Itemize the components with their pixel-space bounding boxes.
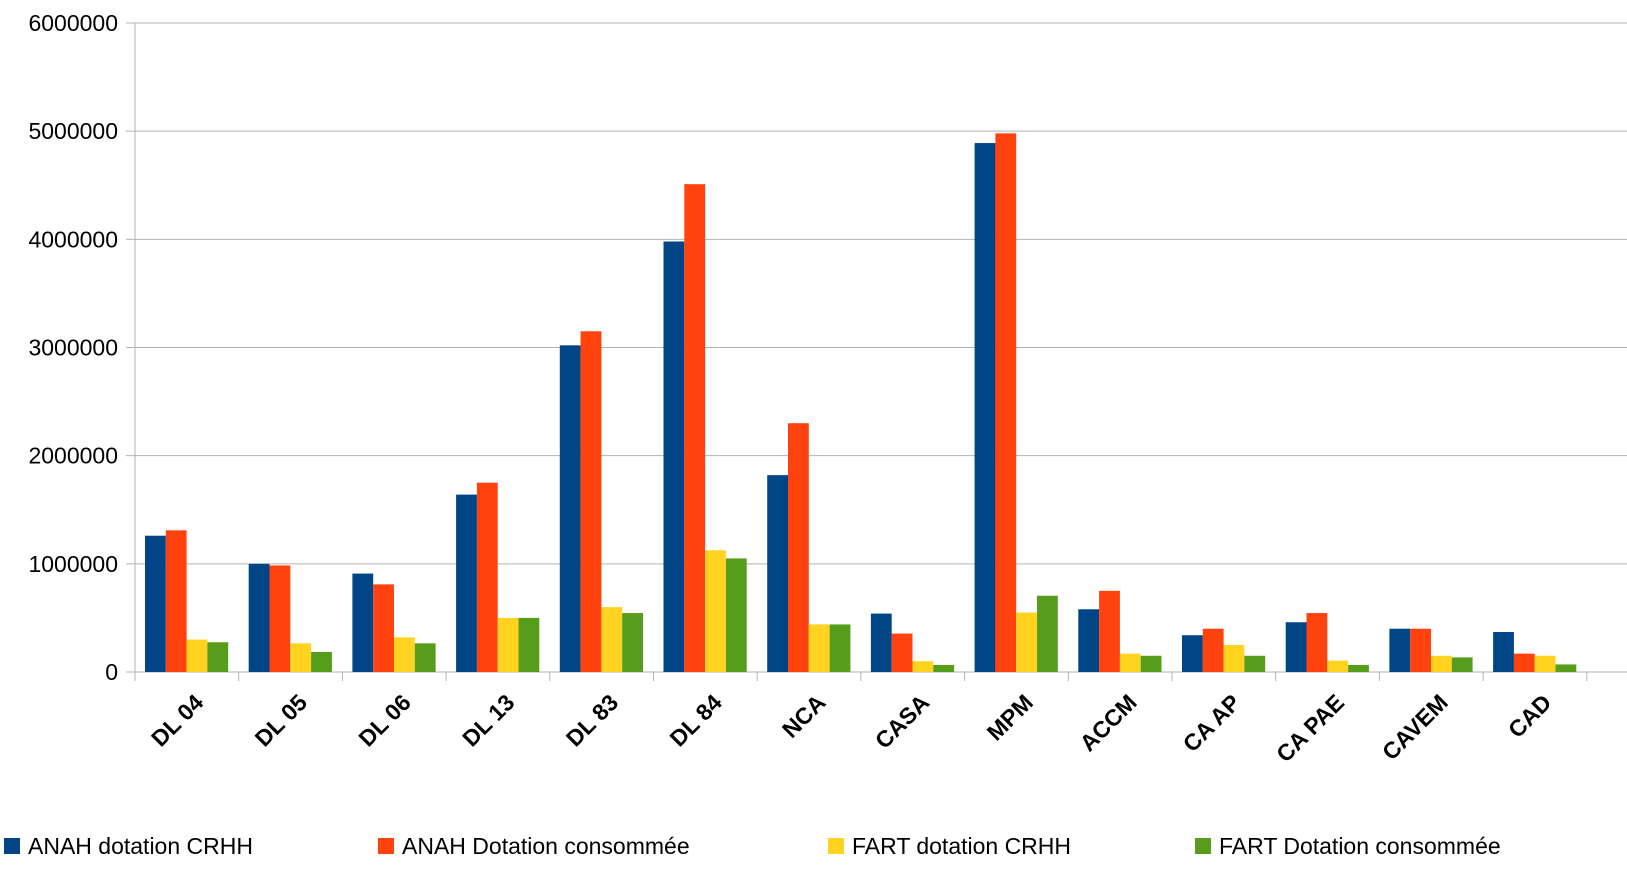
bar — [829, 624, 851, 672]
bar — [352, 573, 374, 672]
bar — [705, 550, 726, 672]
legend-label: ANAH dotation CRHH — [28, 833, 253, 859]
x-tick-label: CASA — [870, 689, 934, 753]
bar — [808, 624, 830, 672]
bar — [1431, 655, 1452, 672]
bar — [290, 643, 312, 672]
bar — [145, 535, 166, 672]
y-tick-label: 6000000 — [28, 10, 118, 36]
bar — [1306, 613, 1328, 672]
legend-swatch — [828, 838, 844, 854]
y-tick-label: 2000000 — [28, 443, 118, 469]
x-tick-label: DL 06 — [353, 689, 415, 751]
bar — [1348, 664, 1369, 672]
bar — [933, 664, 955, 672]
bar — [394, 637, 415, 672]
bar — [1285, 622, 1307, 672]
bar — [186, 639, 208, 672]
bar — [891, 633, 913, 672]
y-tick-label: 3000000 — [28, 335, 118, 361]
bar — [559, 345, 581, 672]
bar — [165, 530, 187, 672]
bar — [622, 613, 643, 672]
bar — [476, 482, 498, 672]
legend-label: FART Dotation consommée — [1219, 833, 1501, 859]
bar — [1534, 655, 1556, 672]
bar — [497, 617, 519, 672]
legend-label: FART dotation CRHH — [852, 833, 1071, 859]
bar — [1099, 590, 1120, 672]
x-tick-label: CAVEM — [1377, 689, 1453, 765]
bar — [518, 617, 540, 672]
x-tick-label: DL 84 — [665, 689, 728, 752]
bar — [1451, 657, 1473, 672]
legend-swatch — [1195, 838, 1211, 854]
y-tick-label: 1000000 — [28, 551, 118, 577]
legend-swatch — [378, 838, 394, 854]
bar — [1202, 628, 1224, 672]
y-tick-label: 4000000 — [28, 226, 118, 252]
bar — [373, 584, 394, 672]
bar — [1389, 628, 1411, 672]
bar — [1327, 660, 1349, 672]
bar — [1037, 595, 1058, 672]
bar — [456, 494, 477, 672]
bar — [663, 241, 685, 672]
bar — [684, 184, 706, 672]
bar — [1223, 644, 1245, 672]
bar — [1244, 655, 1266, 672]
legend-label: ANAH Dotation consommée — [402, 833, 690, 859]
bar — [1513, 653, 1535, 672]
x-tick-label: DL 83 — [561, 689, 623, 751]
x-tick-label: CAD — [1503, 689, 1557, 743]
bar — [1555, 664, 1577, 672]
x-tick-label: ACCM — [1075, 689, 1142, 756]
x-tick-label: DL 04 — [146, 689, 209, 752]
bar — [1410, 628, 1431, 672]
y-tick-label: 5000000 — [28, 118, 118, 144]
bar — [1140, 655, 1162, 672]
x-tick-label: DL 05 — [250, 689, 313, 752]
x-tick-label: CA PAE — [1271, 689, 1349, 767]
x-tick-label: CA AP — [1178, 689, 1246, 757]
legend-swatch — [4, 838, 20, 854]
bar — [1119, 653, 1141, 672]
bar — [269, 565, 291, 672]
bar — [912, 661, 934, 672]
bar — [1016, 612, 1037, 672]
bar — [995, 133, 1017, 672]
bar — [870, 613, 892, 672]
y-tick-label: 0 — [105, 659, 118, 685]
x-tick-label: NCA — [777, 689, 831, 743]
bar — [1182, 635, 1203, 672]
bar — [248, 563, 270, 672]
bar — [311, 651, 332, 672]
bar — [414, 643, 436, 672]
bar — [1078, 609, 1100, 672]
x-tick-label: MPM — [982, 689, 1038, 745]
bar — [767, 475, 788, 672]
bar — [725, 558, 747, 672]
bar — [788, 423, 809, 672]
bar — [207, 642, 229, 672]
bar — [601, 607, 623, 672]
bar — [580, 331, 602, 672]
x-tick-label: DL 13 — [457, 689, 519, 751]
bar — [1493, 631, 1514, 672]
bar — [974, 143, 996, 672]
